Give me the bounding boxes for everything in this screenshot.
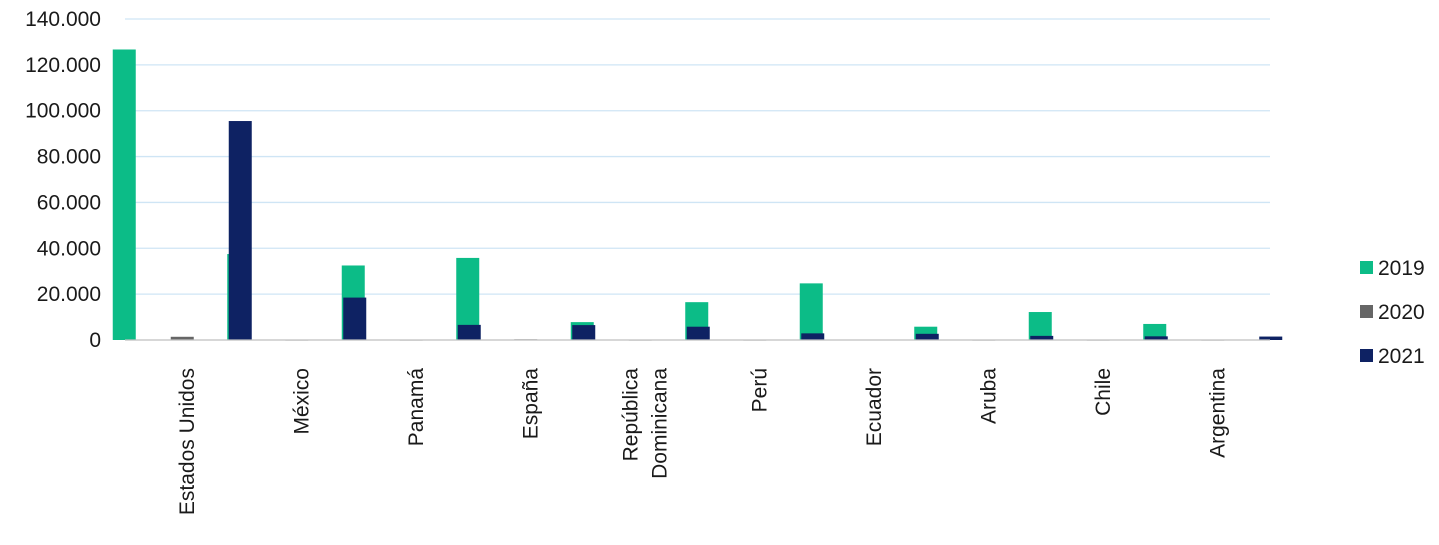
bar-2020-0 xyxy=(170,336,194,340)
x-category-label: Ecuador xyxy=(863,368,886,446)
x-category-label-line: España xyxy=(519,368,542,440)
x-category-label: Argentina xyxy=(1206,368,1229,458)
bar-2021-3 xyxy=(572,325,596,340)
x-category-label-line: Ecuador xyxy=(863,368,886,446)
bar-2021-0 xyxy=(228,121,252,341)
bar-2021-9 xyxy=(1259,336,1283,340)
x-category-label: Perú xyxy=(748,368,771,412)
legend-label: 2020 xyxy=(1378,301,1425,324)
x-category-label: España xyxy=(519,368,542,440)
bar-2019-3 xyxy=(456,257,480,340)
legend: 2019 2020 2021 xyxy=(1360,257,1425,368)
x-category-label-line: República xyxy=(619,368,642,462)
bar-2021-5 xyxy=(801,333,825,340)
bar-2019-8 xyxy=(1028,312,1052,340)
y-tick-label: 60.000 xyxy=(37,191,101,214)
legend-swatch-2019 xyxy=(1360,261,1373,274)
bars xyxy=(112,49,1283,341)
legend-swatch-2020 xyxy=(1360,305,1373,318)
bar-2021-4 xyxy=(686,326,710,340)
legend-label: 2019 xyxy=(1378,257,1425,280)
y-tick-label: 80.000 xyxy=(37,146,101,169)
x-axis-category-labels: Estados Unidos México Panamá España Repúblic… xyxy=(176,368,1230,515)
x-category-label-line: Dominicana xyxy=(648,368,671,479)
x-category-label-line: México xyxy=(290,368,313,435)
y-tick-label: 100.000 xyxy=(25,100,101,123)
legend-swatch-2021 xyxy=(1360,349,1373,362)
bar-2019-0 xyxy=(112,49,136,341)
y-axis-ticks: 0 20.000 40.000 60.000 80.000 100.000 120.000 1… xyxy=(25,8,101,352)
x-category-label-line: Chile xyxy=(1092,368,1115,416)
x-category-label: Panamá xyxy=(405,368,428,447)
bar-2019-6 xyxy=(799,283,823,340)
x-category-label: República Dominicana xyxy=(619,368,671,479)
y-tick-label: 0 xyxy=(89,329,101,352)
x-category-label: Chile xyxy=(1092,368,1115,416)
y-tick-label: 120.000 xyxy=(25,54,101,77)
x-category-label-line: Perú xyxy=(748,368,771,412)
y-tick-label: 140.000 xyxy=(25,8,101,31)
gridlines xyxy=(125,18,1270,295)
x-category-label-line: Estados Unidos xyxy=(176,368,199,515)
bar-2021-2 xyxy=(457,324,481,340)
legend-label: 2021 xyxy=(1378,345,1425,368)
bar-2021-7 xyxy=(1030,335,1054,340)
y-tick-label: 40.000 xyxy=(37,237,101,260)
x-category-label-line: Argentina xyxy=(1206,368,1229,458)
x-category-label: Estados Unidos xyxy=(176,368,199,515)
x-category-label: Aruba xyxy=(977,368,1000,424)
bar-2021-8 xyxy=(1144,336,1168,340)
y-tick-label: 20.000 xyxy=(37,283,101,306)
x-category-label-line: Panamá xyxy=(405,368,428,447)
x-category-label: México xyxy=(290,368,313,435)
bar-2021-1 xyxy=(343,297,367,340)
bar-2021-6 xyxy=(915,333,939,340)
bar-2019-9 xyxy=(1143,323,1167,340)
x-category-label-line: Aruba xyxy=(977,368,1000,424)
